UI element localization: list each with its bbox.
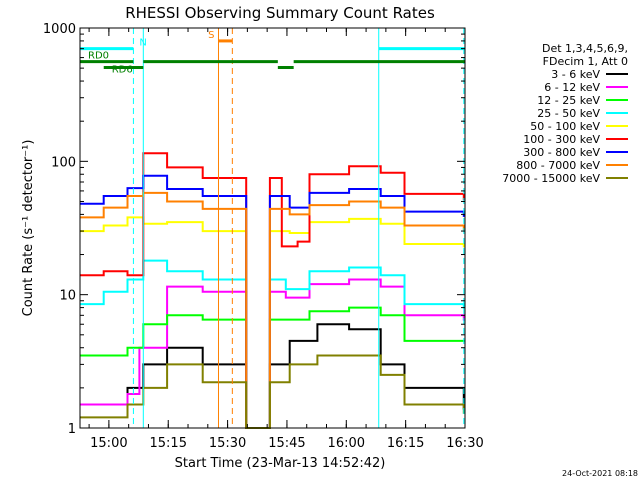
legend-label: 100 - 300 keV: [523, 133, 600, 146]
overlay-label-rd0: RD0: [88, 51, 109, 62]
legend: Det 1,3,4,5,6,9, FDecim 1, Att 0 3 - 6 k…: [502, 42, 628, 185]
chart-title: RHESSI Observing Summary Count Rates: [125, 4, 435, 22]
y-axis-label: Count Rate (s⁻¹ detector⁻¹): [21, 140, 36, 317]
y-tick-label: 1000: [43, 22, 76, 37]
overlay-label-rd6: RD6: [112, 65, 133, 76]
legend-label: 3 - 6 keV: [551, 68, 600, 81]
legend-label: 50 - 100 keV: [530, 120, 600, 133]
x-tick-label: 15:00: [90, 436, 127, 451]
x-tick-label: 15:45: [268, 436, 305, 451]
legend-label: 7000 - 15000 keV: [502, 172, 600, 185]
x-tick-label: 16:15: [387, 436, 424, 451]
y-tick-label: 10: [59, 289, 76, 304]
legend-label: 12 - 25 keV: [537, 94, 600, 107]
series-line-5: [80, 152, 465, 429]
legend-header-line: FDecim 1, Att 0: [543, 55, 628, 68]
series-line-7: [80, 191, 465, 429]
x-axis-label: Start Time (23-Mar-13 14:52:42): [175, 456, 386, 471]
y-tick-label: 100: [51, 155, 76, 170]
legend-label: 6 - 12 keV: [544, 81, 600, 94]
overlay-label-n: N: [139, 38, 146, 49]
legend-label: 25 - 50 keV: [537, 107, 600, 120]
legend-header-line: Det 1,3,4,5,6,9,: [542, 42, 628, 55]
x-tick-label: 16:30: [446, 436, 483, 451]
x-tick-label: 16:00: [328, 436, 365, 451]
series-line-0: [80, 323, 465, 429]
legend-label: 800 - 7000 keV: [516, 159, 600, 172]
legend-label: 300 - 800 keV: [523, 146, 600, 159]
x-tick-label: 15:30: [209, 436, 246, 451]
axes-layer: 1 10 100 1000 15:00 15:15 15:30 15:45 16:00 16:15…: [43, 22, 484, 451]
plot-frame: [79, 27, 466, 429]
y-tick-label: 1: [68, 422, 76, 437]
footer-timestamp: 24-Oct-2021 08:18: [562, 469, 638, 478]
x-tick-label: 15:15: [150, 436, 187, 451]
overlay-label-s: S: [208, 30, 214, 41]
